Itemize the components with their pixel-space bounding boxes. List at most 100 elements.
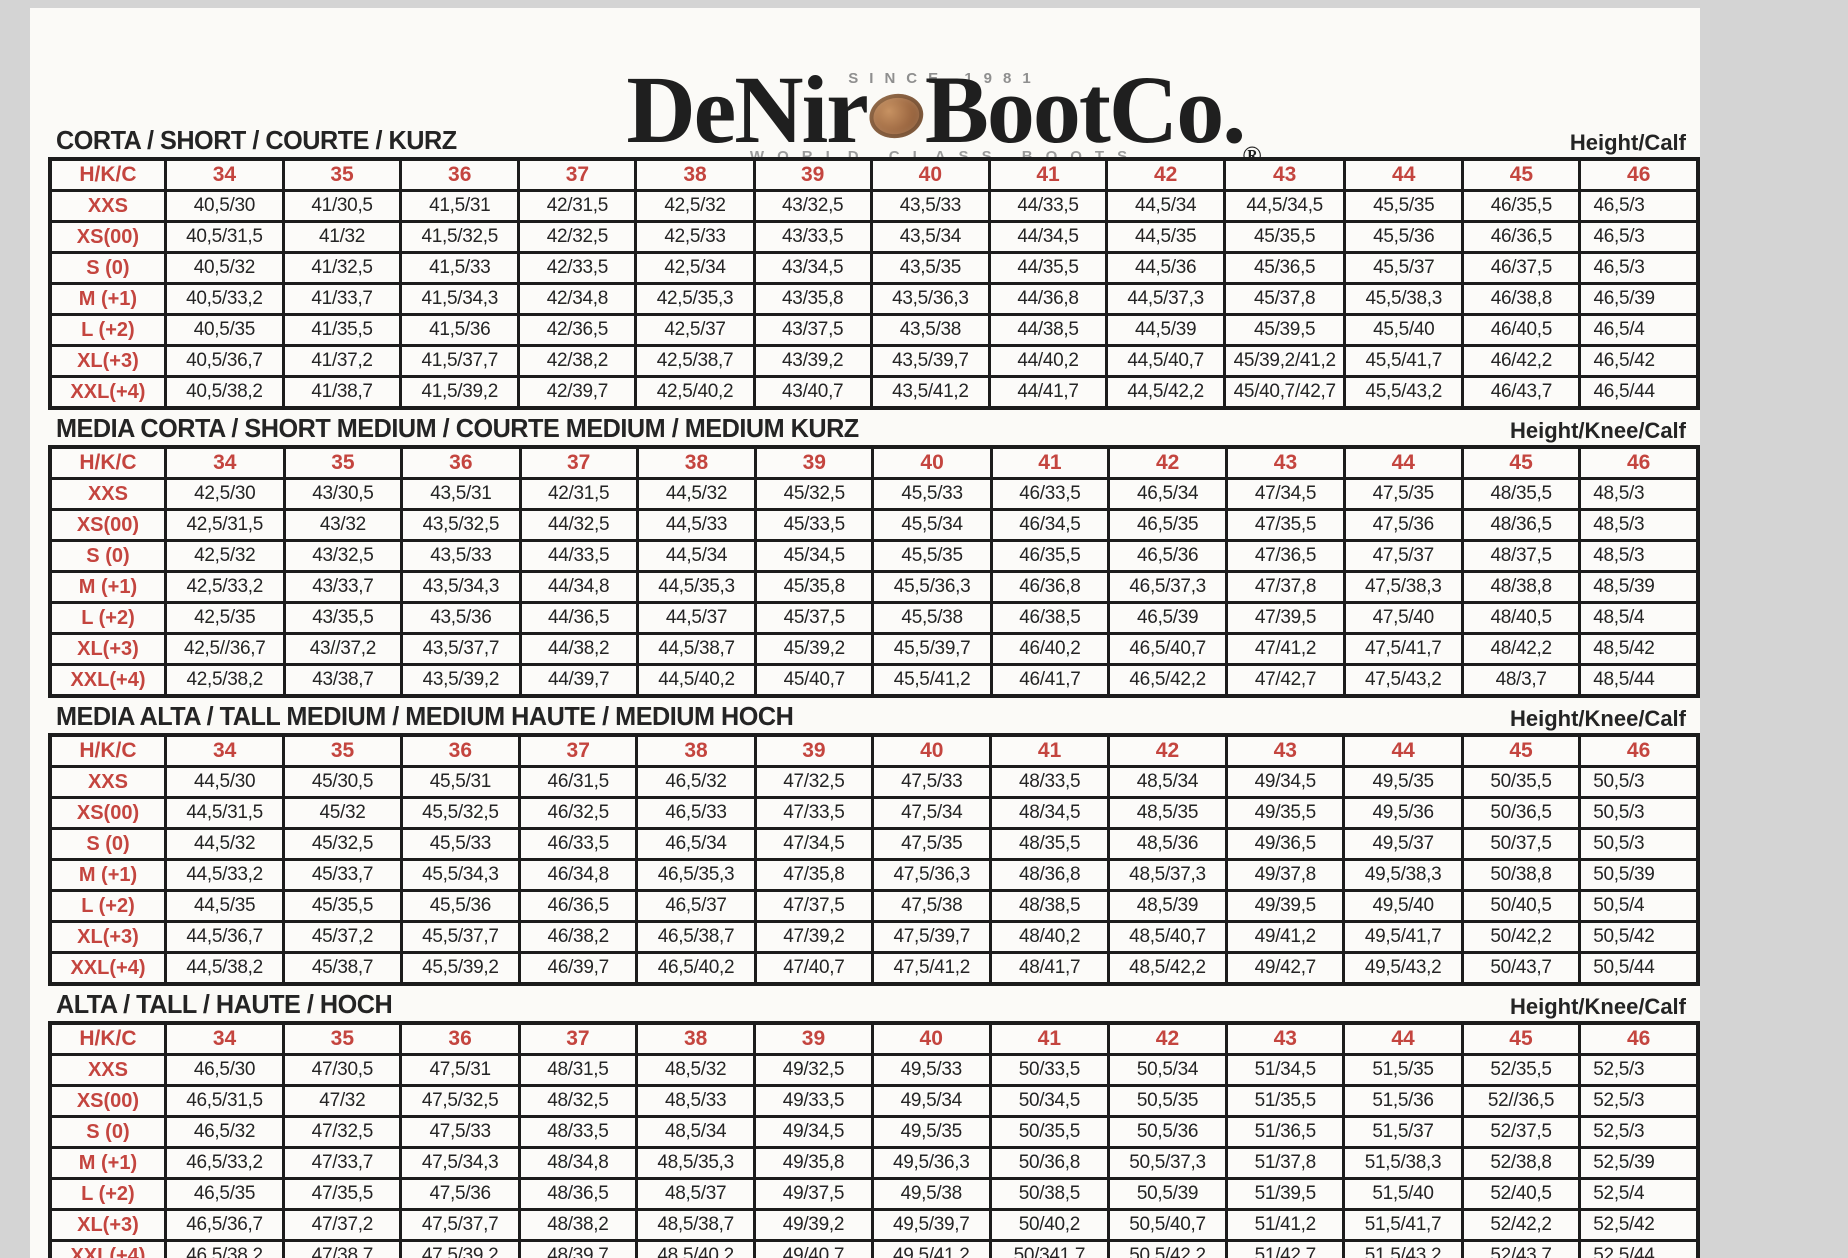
size-row-label: S (0)	[48, 539, 167, 573]
size-cell: 47,5/33	[871, 765, 993, 799]
size-cell: 50/35,5	[988, 1115, 1110, 1149]
size-cell: 40,5/32	[163, 251, 285, 285]
size-cell: 50,5/42	[1578, 920, 1700, 954]
size-cell: 41/33,7	[281, 282, 403, 316]
size-cell: 47/36,5	[1225, 539, 1346, 573]
size-cell: 46,5/37	[635, 889, 757, 923]
size-cell: 47,5/38	[871, 889, 993, 923]
size-row-label: XXS	[48, 477, 167, 511]
size-cell: 43,5/37,7	[400, 632, 522, 666]
size-cell: 50/36,5	[1460, 796, 1582, 830]
size-column-header: 35	[281, 157, 403, 192]
size-row: XL(+3) 40,5/36,7 41/37,2 41,5/37,7 42/38,2 42…	[48, 344, 1700, 378]
size-row: S (0) 40,5/32 41/32,5 41,5/33 42/33,5 42,5/34…	[48, 251, 1700, 285]
chart-content: CORTA / SHORT / COURTE / KURZ Height/Cal…	[30, 8, 1700, 1258]
size-cell: 45,5/32,5	[399, 796, 522, 830]
size-cell: 47,5/40	[1342, 601, 1464, 635]
size-row-label: XS(00)	[48, 1084, 167, 1118]
section-title: MEDIA ALTA / TALL MEDIUM / MEDIUM HAUTE …	[56, 701, 794, 731]
size-cell: 49,5/33	[870, 1053, 992, 1087]
size-cell: 49/39,5	[1225, 889, 1346, 923]
size-column-header: 36	[399, 733, 522, 768]
size-row-label: M (+1)	[48, 858, 167, 892]
size-cell: 42/33,5	[517, 251, 638, 285]
size-row: XXL(+4) 42,5/38,2 43/38,7 43,5/39,2 44/39,7 4…	[48, 663, 1700, 698]
size-cell: 46,5/42	[1578, 344, 1700, 378]
size-cell: 51/42,7	[1225, 1239, 1346, 1258]
size-row-label: XXL(+4)	[48, 1239, 167, 1258]
section-header-media-corta: MEDIA CORTA / SHORT MEDIUM / COURTE MEDI…	[30, 410, 1700, 445]
size-cell: 44/38,5	[987, 313, 1109, 347]
size-cell: 42,5/35	[163, 601, 286, 635]
size-row: S (0) 44,5/32 45/32,5 45,5/33 46/33,5 46,5/34…	[48, 827, 1700, 861]
size-cell: 45,5/37	[1343, 251, 1465, 285]
size-cell: 42/38,2	[517, 344, 638, 378]
size-table-header-row: H/K/C 34 35 36 37 38 39 40 41 42 43 44 45 46	[48, 733, 1700, 768]
size-cell: 46,5/31,5	[163, 1084, 286, 1118]
size-column-header: 36	[399, 1021, 521, 1056]
size-row: L (+2) 40,5/35 41/35,5 41,5/36 42/36,5 42,5/3…	[48, 313, 1700, 347]
size-cell: 48,5/35,3	[635, 1146, 757, 1180]
size-cell: 43,5/32,5	[400, 508, 522, 542]
size-column-header: 39	[752, 157, 873, 192]
size-cell: 45/39,2	[754, 632, 875, 666]
size-cell: 46,5/38,7	[635, 920, 757, 954]
size-cell: 47,5/36	[399, 1177, 521, 1211]
size-cell: 48/34,5	[989, 796, 1110, 830]
size-cell: 48/33,5	[989, 765, 1110, 799]
size-cell: 43/38,7	[282, 663, 404, 698]
size-cell: 48,5/4	[1578, 601, 1700, 635]
size-cell: 50/38,5	[988, 1177, 1110, 1211]
size-cell: 49/41,2	[1225, 920, 1346, 954]
size-cell: 44,5/32	[163, 827, 286, 861]
size-cell: 46,5/33,2	[163, 1146, 286, 1180]
size-cell: 50,5/3	[1578, 796, 1700, 830]
size-row: M (+1) 44,5/33,2 45/33,7 45,5/34,3 46/34,8 46…	[48, 858, 1700, 892]
size-cell: 42,5/38,7	[634, 344, 756, 378]
size-cell: 45/39,2/41,2	[1223, 344, 1347, 378]
size-cell: 46/42,2	[1461, 344, 1582, 378]
size-cell: 48,5/39	[1578, 570, 1700, 604]
size-cell: 49/42,7	[1225, 951, 1346, 986]
size-column-header: 36	[400, 445, 522, 480]
size-cell: 46,5/32	[163, 1115, 286, 1149]
size-row: S (0) 46,5/32 47/32,5 47,5/33 48/33,5 48,5/34…	[48, 1115, 1700, 1149]
size-cell: 44,5/35	[1105, 220, 1227, 254]
size-cell: 47/39,5	[1225, 601, 1346, 635]
size-cell: 47,5/41,2	[871, 951, 993, 986]
size-row-label: XL(+3)	[48, 632, 167, 666]
size-cell: 46,5/40,2	[635, 951, 757, 986]
size-cell: 48,5/36	[1106, 827, 1229, 861]
size-cell: 47,5/35	[871, 827, 993, 861]
size-cell: 48,5/40,2	[635, 1239, 757, 1258]
size-cell: 46,5/36,7	[163, 1208, 286, 1242]
size-row-label: XL(+3)	[48, 920, 167, 954]
size-row: XXS 42,5/30 43/30,5 43,5/31 42/31,5 44,5/32 45…	[48, 477, 1700, 511]
size-cell: 44/38,2	[518, 632, 639, 666]
size-row-label: XXL(+4)	[48, 375, 167, 410]
size-cell: 45,5/37,7	[399, 920, 522, 954]
size-cell: 47/33,7	[282, 1146, 403, 1180]
size-column-header: 34	[163, 445, 286, 480]
size-column-header: 46	[1578, 445, 1700, 480]
size-cell: 48/37,5	[1460, 539, 1582, 573]
size-cell: 50/341,7	[988, 1239, 1110, 1258]
size-cell: 50,5/4	[1578, 889, 1700, 923]
size-cell: 49/35,5	[1225, 796, 1346, 830]
size-cell: 47/35,5	[1225, 508, 1346, 542]
size-row-label: XXS	[48, 1053, 167, 1087]
size-column-header: 45	[1461, 157, 1582, 192]
size-cell: 41/38,7	[281, 375, 403, 410]
size-cell: 50,5/39	[1578, 858, 1700, 892]
size-cell: 50/36,8	[988, 1146, 1110, 1180]
size-cell: 47,5/36,3	[871, 858, 993, 892]
size-cell: 49,5/41,2	[870, 1239, 992, 1258]
size-cell: 49/32,5	[753, 1053, 874, 1087]
size-cell: 46,5/44	[1578, 375, 1700, 410]
size-cell: 44,5/40,2	[635, 663, 758, 698]
size-cell: 48,5/42,2	[1106, 951, 1229, 986]
size-cell: 42/31,5	[517, 189, 638, 223]
size-cell: 49/36,5	[1225, 827, 1346, 861]
size-cell: 40,5/36,7	[163, 344, 285, 378]
